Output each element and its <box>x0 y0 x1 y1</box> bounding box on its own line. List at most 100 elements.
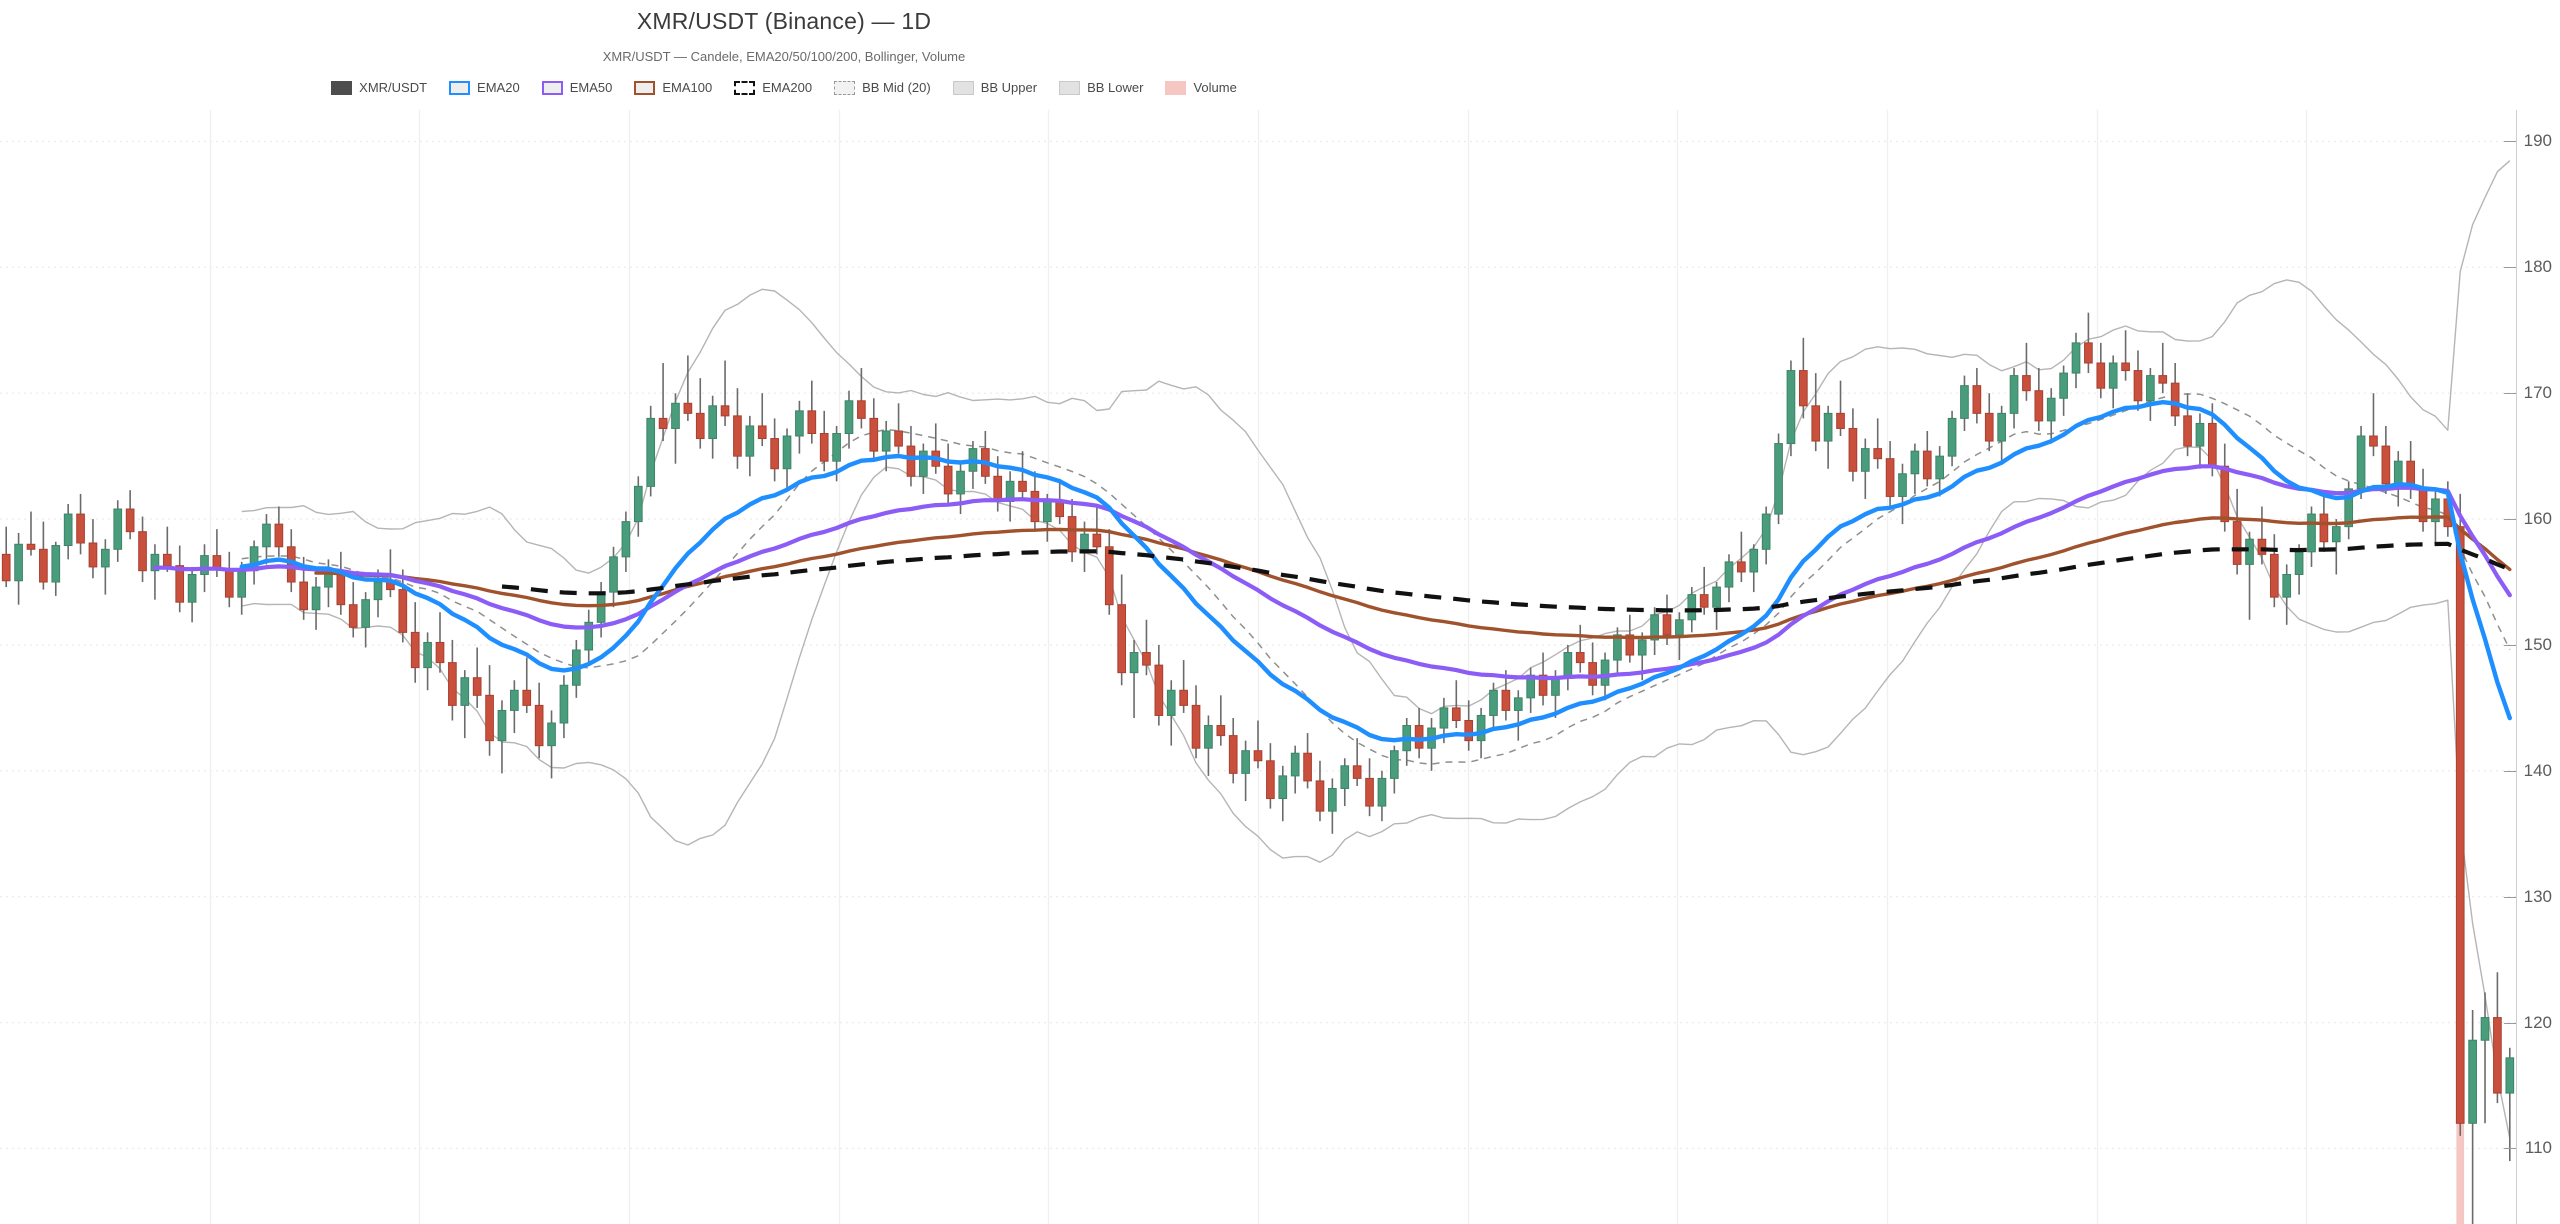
candle-body <box>76 513 85 544</box>
bb-upper-line <box>241 160 2511 715</box>
y-tick-mark <box>2504 267 2516 269</box>
candle-body <box>398 589 408 633</box>
candle-body <box>1724 561 1734 588</box>
candle-body <box>435 641 445 664</box>
bb-lower-line <box>241 446 2511 1139</box>
legend-item-label: Volume <box>1193 80 1237 95</box>
y-tick-mark <box>2504 1148 2516 1150</box>
candle-body <box>671 402 680 429</box>
candle-body <box>1266 760 1275 800</box>
candle-body <box>1898 473 1907 497</box>
candle-body <box>869 417 879 452</box>
candle-body <box>1117 604 1127 674</box>
candle-body <box>757 425 767 440</box>
legend-item-xmr-usdt[interactable]: XMR/USDT <box>331 80 427 95</box>
legend-item-ema50[interactable]: EMA50 <box>541 80 613 95</box>
legend-item-label: EMA50 <box>569 80 613 95</box>
candle-body <box>274 523 284 548</box>
candle-body <box>782 435 792 470</box>
ema200-line <box>501 541 2511 613</box>
legend-item-ema20[interactable]: EMA20 <box>449 80 520 95</box>
candle-body <box>2108 362 2118 389</box>
candle-body <box>2220 465 2230 523</box>
candle-body <box>1749 548 1759 573</box>
candle-body <box>1774 443 1783 515</box>
candle-body <box>646 417 656 487</box>
candle-body <box>336 571 346 606</box>
candle-body <box>1737 561 1746 573</box>
candle-body <box>832 433 841 462</box>
candle-body <box>2059 372 2068 399</box>
candle-body <box>1922 450 1932 480</box>
candle-body <box>1278 775 1288 800</box>
y-tick-mark <box>2504 141 2516 143</box>
candle-body <box>807 410 817 435</box>
candle-body <box>2269 553 2279 598</box>
candle-body <box>2133 370 2143 402</box>
candle-body <box>1885 458 1895 497</box>
candle-body <box>1290 752 1300 777</box>
candle-body <box>1600 659 1610 686</box>
candle-body <box>138 531 147 572</box>
y-tick-label: 170 <box>2523 383 2552 403</box>
legend-item-bb-mid-20[interactable]: BB Mid (20) <box>834 80 931 95</box>
candle-body <box>485 694 494 742</box>
chart-canvas <box>0 110 2516 1224</box>
candle-body <box>1650 614 1659 641</box>
y-tick-label: 180 <box>2523 257 2552 277</box>
candle-body <box>1166 689 1176 716</box>
candle-body <box>1997 412 2006 442</box>
candle-body <box>2294 551 2304 575</box>
candle-body <box>534 704 544 747</box>
candle-body <box>224 568 234 598</box>
legend-item-volume[interactable]: Volume <box>1165 80 1237 95</box>
candle-body <box>1340 765 1350 789</box>
candle-body <box>857 400 866 419</box>
candle-body <box>2195 422 2205 447</box>
legend-item-ema200[interactable]: EMA200 <box>734 80 812 95</box>
candle-body <box>150 553 160 572</box>
candle-body <box>1538 674 1548 696</box>
legend-item-bb-upper[interactable]: BB Upper <box>952 80 1037 95</box>
candle-body <box>1129 652 1139 674</box>
y-tick-mark <box>2504 519 2516 521</box>
candle-body <box>1377 777 1387 807</box>
candle-body <box>1811 405 1821 442</box>
candle-body <box>1947 417 1957 457</box>
candle-body <box>2381 445 2391 485</box>
candle-body <box>993 475 1003 502</box>
legend-item-label: EMA100 <box>662 80 713 95</box>
candle-body <box>510 689 519 711</box>
candle-body <box>943 465 953 495</box>
legend-item-bb-lower[interactable]: BB Lower <box>1059 80 1143 95</box>
candle-body <box>1080 533 1089 553</box>
price-chart-plot[interactable] <box>0 110 2516 1224</box>
candle-body <box>621 521 631 558</box>
candle-body <box>1191 704 1201 749</box>
candle-body <box>633 485 643 523</box>
legend-item-ema100[interactable]: EMA100 <box>634 80 712 95</box>
candle-body <box>844 400 854 435</box>
candle-body <box>695 412 705 440</box>
candle-body <box>2232 521 2242 565</box>
candle-body <box>1588 662 1597 686</box>
y-tick-label: 190 <box>2523 131 2552 151</box>
candle-body <box>2009 375 2019 414</box>
legend-item-label: BB Lower <box>1087 80 1144 95</box>
candle-body <box>1501 689 1511 711</box>
candle-body <box>1625 634 1635 656</box>
candle-body <box>1873 448 1883 460</box>
candle-body <box>26 543 36 550</box>
candle-body <box>1352 765 1362 779</box>
y-tick-label: 150 <box>2523 634 2552 654</box>
candle-body <box>101 548 110 568</box>
candle-body <box>919 450 928 477</box>
candle-body <box>237 570 247 598</box>
candle-body <box>1439 707 1449 729</box>
candle-body <box>1204 725 1213 749</box>
ema100-line <box>314 515 2512 640</box>
legend-swatch-icon <box>331 80 353 95</box>
candle-body <box>1513 697 1523 711</box>
candle-body <box>63 513 73 547</box>
